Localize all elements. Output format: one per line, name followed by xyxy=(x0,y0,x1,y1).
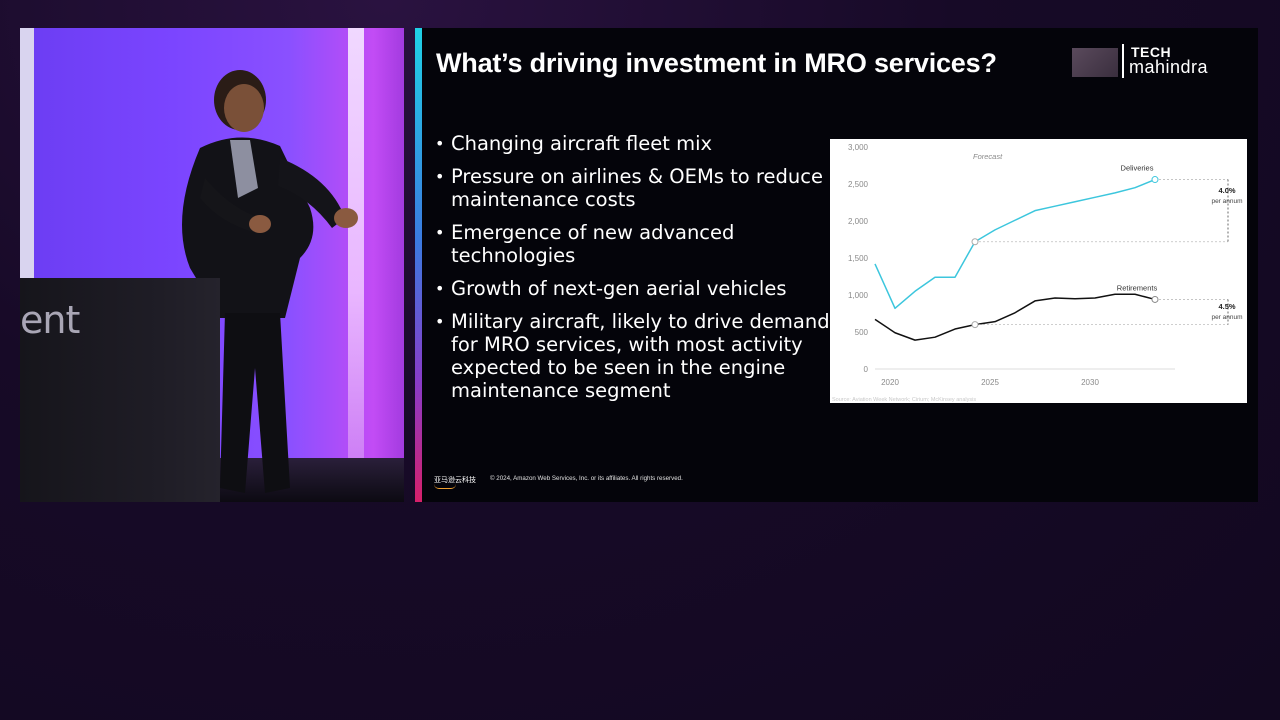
growth-rate-unit: per annum xyxy=(1211,314,1242,321)
x-tick-label: 2025 xyxy=(981,378,999,387)
y-tick-label: 2,000 xyxy=(848,217,869,226)
bullet-item: Military aircraft, likely to drive deman… xyxy=(435,310,835,402)
copyright-text: © 2024, Amazon Web Services, Inc. or its… xyxy=(490,475,683,482)
chart-source-note: Source: Aviation Week Network; Cirium; M… xyxy=(832,397,976,403)
y-tick-label: 500 xyxy=(855,328,869,337)
y-tick-label: 1,500 xyxy=(848,254,869,263)
podium-sign-text: ent xyxy=(20,298,80,342)
presenter-figure xyxy=(182,70,358,493)
y-tick-label: 0 xyxy=(864,365,869,374)
fleet-chart-svg: 0 500 1,000 1,500 2,000 2,500 3,000 2020 2025 203… xyxy=(832,143,1243,403)
y-tick-label: 1,000 xyxy=(848,291,869,300)
x-tick-label: 2030 xyxy=(1081,378,1099,387)
presentation-slide: What’s driving investment in MRO service… xyxy=(415,28,1258,502)
series-line-deliveries xyxy=(874,178,1156,310)
growth-rate-label: 4.0% xyxy=(1218,186,1235,195)
logo-divider xyxy=(1122,44,1124,78)
podium xyxy=(20,278,220,502)
bullet-list: Changing aircraft fleet mix Pressure on … xyxy=(435,132,835,412)
aws-footer-logo: 亚马逊云科技 xyxy=(434,476,476,484)
x-tick-label: 2020 xyxy=(881,378,899,387)
growth-rate-unit: per annum xyxy=(1211,198,1242,205)
bullet-item: Pressure on airlines & OEMs to reduce ma… xyxy=(435,165,835,211)
bullet-item: Changing aircraft fleet mix xyxy=(435,132,835,155)
bullet-item: Emergence of new advanced technologies xyxy=(435,221,835,267)
slide-accent-bar xyxy=(415,28,422,502)
bullet-item: Growth of next-gen aerial vehicles xyxy=(435,277,835,300)
series-label: Deliveries xyxy=(1121,164,1154,173)
growth-rate-label: 4.5% xyxy=(1218,302,1235,311)
series-end-point xyxy=(1151,176,1159,184)
tech-mahindra-logo-mark xyxy=(1072,48,1118,77)
y-tick-label: 3,000 xyxy=(848,143,869,152)
forecast-start-point xyxy=(971,321,979,329)
series-label: Retirements xyxy=(1117,283,1158,292)
y-tick-label: 2,500 xyxy=(848,180,869,189)
stage-light-strip xyxy=(348,28,364,468)
logo-text-tech: TECH xyxy=(1131,44,1172,60)
forecast-label: Forecast xyxy=(973,152,1003,161)
aws-smile-icon xyxy=(434,484,456,489)
forecast-start-point xyxy=(971,238,979,246)
logo-text-mahindra: mahindra xyxy=(1129,57,1209,77)
fleet-chart: 0 500 1,000 1,500 2,000 2,500 3,000 2020 2025 203… xyxy=(830,139,1247,403)
speaker-video: ent xyxy=(20,28,404,502)
series-line-retirements xyxy=(874,293,1156,341)
slide-title: What’s driving investment in MRO service… xyxy=(436,48,997,78)
series-end-point xyxy=(1151,295,1159,303)
